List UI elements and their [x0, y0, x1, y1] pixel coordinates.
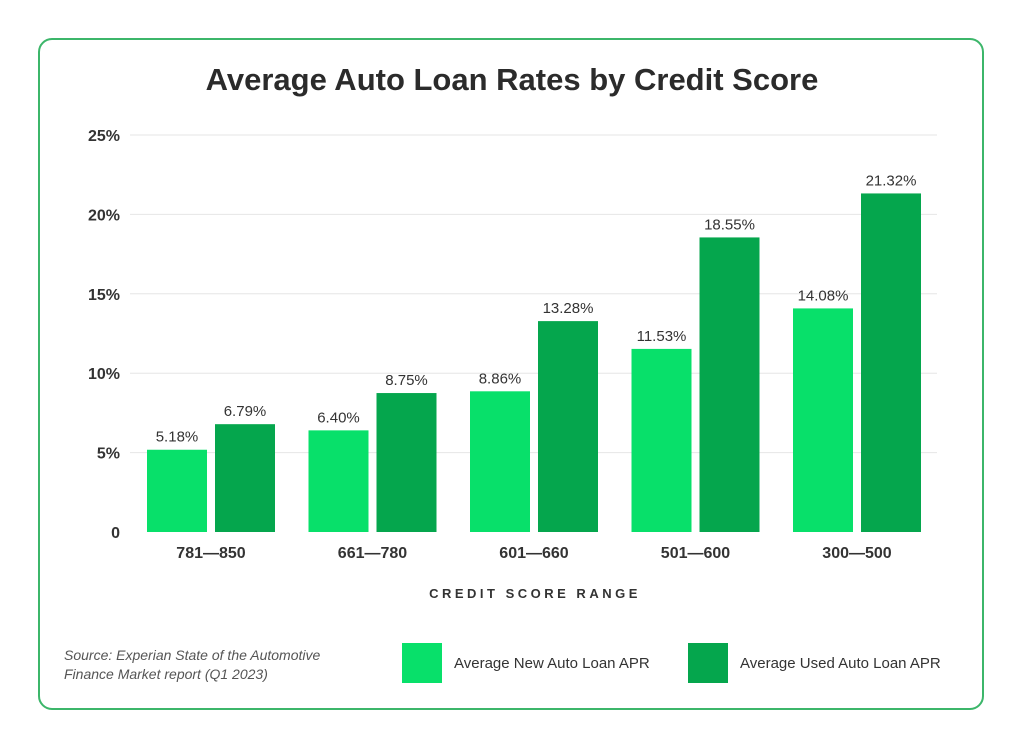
bar — [376, 393, 437, 532]
chart-title: Average Auto Loan Rates by Credit Score — [205, 62, 819, 97]
bar — [631, 348, 692, 532]
y-tick-label: 5% — [97, 446, 120, 463]
y-tick-label: 20% — [88, 207, 120, 224]
y-tick-label: 10% — [88, 366, 120, 383]
y-tick-label: 0 — [111, 525, 120, 542]
data-label: 5.18% — [156, 429, 199, 446]
legend-swatch-new — [402, 643, 442, 683]
data-label: 18.55% — [704, 216, 755, 233]
data-label: 6.79% — [224, 403, 267, 420]
bar — [793, 308, 853, 532]
x-tick-label: 661—780 — [338, 545, 407, 562]
data-label: 11.53% — [637, 328, 687, 345]
x-axis-label: CREDIT SCORE RANGE — [429, 586, 641, 601]
bar — [308, 430, 369, 532]
bar — [538, 321, 598, 532]
legend-item-new: Average New Auto Loan APR — [402, 643, 650, 683]
legend-swatch-used — [688, 643, 728, 683]
data-label: 8.86% — [479, 370, 522, 387]
x-tick-label: 781—850 — [176, 545, 245, 562]
legend-label-used: Average Used Auto Loan APR — [740, 654, 941, 672]
x-tick-label: 601—660 — [499, 545, 568, 562]
y-tick-label: 25% — [88, 128, 120, 145]
bar — [470, 391, 530, 532]
legend-label-new: Average New Auto Loan APR — [454, 654, 650, 672]
source-note: Source: Experian State of the Automotive… — [64, 647, 321, 682]
bar — [147, 449, 207, 532]
data-label: 8.75% — [385, 372, 428, 389]
bar — [215, 424, 275, 532]
data-label: 6.40% — [317, 409, 360, 426]
y-tick-label: 15% — [88, 287, 120, 304]
data-label: 13.28% — [543, 300, 594, 317]
x-tick-label: 501—600 — [661, 545, 730, 562]
data-label: 14.08% — [798, 287, 849, 304]
x-tick-label: 300—500 — [822, 545, 891, 562]
bar — [861, 193, 921, 532]
bar — [699, 237, 760, 532]
chart-frame — [38, 38, 984, 710]
legend-item-used: Average Used Auto Loan APR — [688, 643, 941, 683]
data-label: 21.32% — [866, 172, 917, 189]
